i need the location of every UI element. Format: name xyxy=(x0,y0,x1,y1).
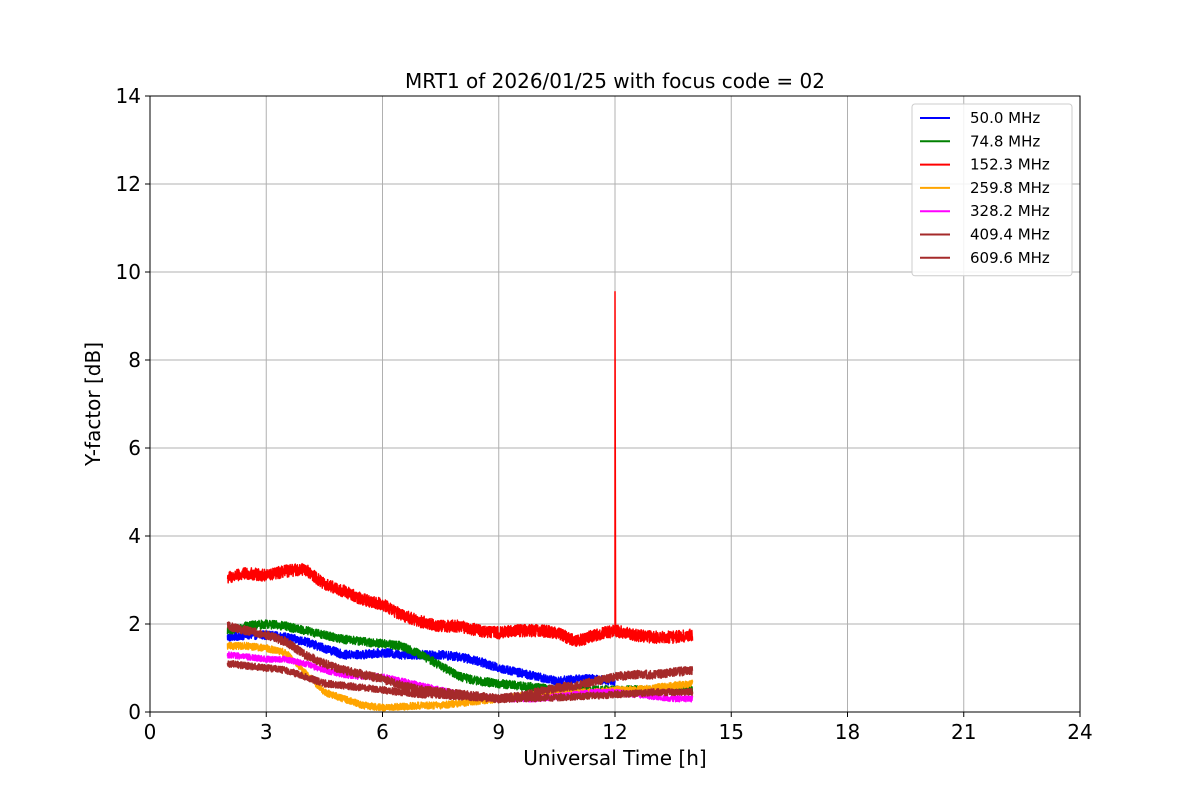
legend-label-50-0-mhz: 50.0 MHz xyxy=(970,109,1040,127)
y-axis-label: Y-factor [dB] xyxy=(81,342,105,467)
y-tick-label: 12 xyxy=(116,172,141,196)
legend-label-74-8-mhz: 74.8 MHz xyxy=(970,132,1040,150)
legend-label-609-6-mhz: 609.6 MHz xyxy=(970,249,1050,267)
series-line-152-3-mhz xyxy=(226,291,694,647)
y-tick-label: 10 xyxy=(116,260,141,284)
y-tick-label: 14 xyxy=(116,84,141,108)
y-tick-label: 8 xyxy=(128,348,141,372)
x-tick-label: 3 xyxy=(260,720,273,744)
y-tick-label: 2 xyxy=(128,612,141,636)
y-tick-label: 4 xyxy=(128,524,141,548)
x-tick-label: 12 xyxy=(602,720,627,744)
x-axis-ticks: 0 3 6 9 12 15 18 21 24 xyxy=(144,712,1093,744)
legend-box xyxy=(911,103,1073,277)
y-tick-label: 6 xyxy=(128,436,141,460)
legend-label-409-4-mhz: 409.4 MHz xyxy=(970,226,1050,244)
legend-label-328-2-mhz: 328.2 MHz xyxy=(970,202,1050,220)
x-axis-label: Universal Time [h] xyxy=(523,746,706,770)
chart-title: MRT1 of 2026/01/25 with focus code = 02 xyxy=(405,69,825,93)
y-axis-ticks: 0 2 4 6 8 10 12 14 xyxy=(116,84,150,724)
x-tick-label: 24 xyxy=(1067,720,1092,744)
legend-label-259-8-mhz: 259.8 MHz xyxy=(970,179,1050,197)
y-tick-label: 0 xyxy=(128,700,141,724)
x-tick-label: 18 xyxy=(835,720,860,744)
x-tick-label: 21 xyxy=(951,720,976,744)
x-tick-label: 9 xyxy=(492,720,505,744)
series-line-609-6-mhz xyxy=(226,621,694,704)
legend: 50.0 MHz 74.8 MHz 152.3 MHz 259.8 MHz 328.2… xyxy=(911,103,1073,277)
series-layer xyxy=(226,291,694,712)
series-line-259-8-mhz xyxy=(226,641,694,712)
x-tick-label: 0 xyxy=(144,720,157,744)
legend-label-152-3-mhz: 152.3 MHz xyxy=(970,156,1050,174)
x-tick-label: 15 xyxy=(719,720,744,744)
x-tick-label: 6 xyxy=(376,720,389,744)
